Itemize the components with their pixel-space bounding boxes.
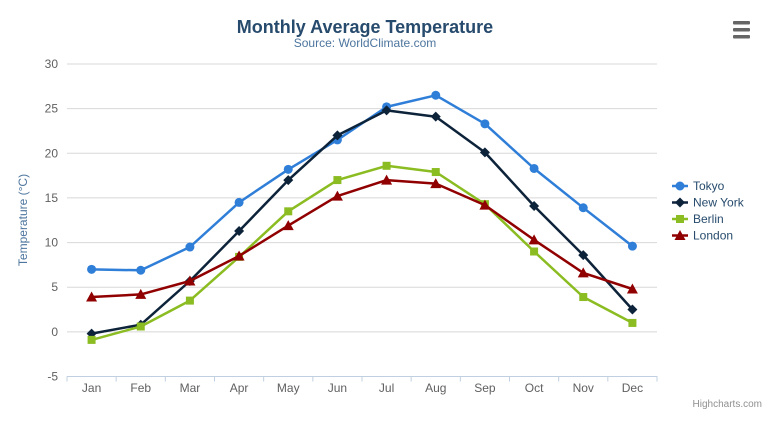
x-axis-label-apr: Apr — [230, 381, 249, 395]
y-axis-label--5: -5 — [47, 370, 58, 384]
point-new-york-oct[interactable] — [529, 200, 540, 211]
legend-label-london: London — [693, 229, 733, 243]
x-axis-label-jul: Jul — [379, 381, 394, 395]
axes-layer: -5 0 5 10 15 20 25 30 Jan Feb Mar Apr May Jun Jul Aug Se… — [45, 57, 658, 395]
point-london-mar[interactable] — [184, 275, 196, 286]
point-tokyo-mar[interactable] — [185, 242, 195, 252]
legend-symbol-triangle-icon — [674, 230, 686, 240]
series-london — [86, 174, 638, 302]
point-berlin-mar[interactable] — [185, 296, 194, 305]
point-london-jun[interactable] — [331, 190, 343, 201]
series-new-york-line — [90, 109, 634, 335]
x-axis-label-aug: Aug — [425, 381, 446, 395]
point-london-apr[interactable] — [233, 250, 245, 261]
legend-label-tokyo: Tokyo — [693, 179, 725, 193]
point-berlin-feb[interactable] — [136, 322, 145, 331]
series-new-york — [86, 105, 638, 339]
point-tokyo-aug[interactable] — [431, 90, 441, 100]
point-london-aug[interactable] — [430, 178, 442, 189]
x-axis-label-nov: Nov — [573, 381, 594, 395]
point-london-may[interactable] — [282, 220, 294, 231]
point-tokyo-feb[interactable] — [136, 265, 146, 275]
point-berlin-oct[interactable] — [530, 247, 539, 256]
legend-symbol-circle-icon — [675, 181, 685, 191]
point-london-feb[interactable] — [135, 288, 147, 299]
y-axis-label-25: 25 — [45, 102, 59, 116]
point-london-oct[interactable] — [528, 234, 540, 245]
series-berlin-line — [90, 164, 634, 342]
x-axis-label-feb: Feb — [130, 381, 151, 395]
point-tokyo-dec[interactable] — [627, 241, 637, 251]
y-axis-label-30: 30 — [45, 57, 59, 71]
point-tokyo-nov[interactable] — [578, 203, 588, 213]
legend-item-london[interactable]: London — [672, 229, 733, 243]
x-axis-label-mar: Mar — [180, 381, 201, 395]
legend-symbol-diamond-icon — [675, 197, 685, 208]
point-london-jan[interactable] — [86, 291, 98, 302]
legend-item-new-york[interactable]: New York — [672, 196, 745, 210]
hamburger-icon — [733, 21, 750, 39]
point-london-jul[interactable] — [381, 174, 393, 185]
point-new-york-may[interactable] — [283, 175, 294, 186]
chart-title: Monthly Average Temperature — [237, 17, 493, 37]
point-new-york-apr[interactable] — [234, 225, 245, 236]
point-berlin-aug[interactable] — [431, 168, 440, 177]
x-axis-label-oct: Oct — [525, 381, 544, 395]
y-axis-label-0: 0 — [51, 325, 58, 339]
x-axis-label-jan: Jan — [82, 381, 101, 395]
point-berlin-jul[interactable] — [382, 161, 391, 170]
point-new-york-aug[interactable] — [430, 111, 441, 122]
legend-label-new-york: New York — [693, 196, 745, 210]
point-new-york-sep[interactable] — [479, 147, 490, 158]
y-axis-label-10: 10 — [45, 236, 59, 250]
legend-item-tokyo[interactable]: Tokyo — [672, 179, 725, 193]
point-new-york-jun[interactable] — [332, 130, 343, 141]
point-tokyo-apr[interactable] — [234, 197, 244, 207]
y-axis-label-15: 15 — [45, 191, 59, 205]
y-axis-title: Temperature (°C) — [16, 174, 30, 266]
y-axis-label-20: 20 — [45, 146, 59, 160]
x-axis-label-dec: Dec — [622, 381, 643, 395]
legend-label-berlin: Berlin — [693, 212, 724, 226]
point-berlin-dec[interactable] — [628, 318, 637, 327]
export-menu-button[interactable] — [728, 16, 755, 42]
x-axis-label-may: May — [277, 381, 300, 395]
point-tokyo-may[interactable] — [283, 164, 293, 174]
point-berlin-nov[interactable] — [579, 293, 588, 302]
point-tokyo-oct[interactable] — [529, 163, 539, 173]
y-axis-label-5: 5 — [51, 280, 58, 294]
point-new-york-nov[interactable] — [578, 250, 589, 261]
series-tokyo — [87, 90, 637, 275]
point-tokyo-sep[interactable] — [480, 119, 490, 129]
point-berlin-jun[interactable] — [333, 176, 342, 185]
point-berlin-may[interactable] — [284, 207, 293, 216]
legend-symbol-square-icon — [676, 215, 684, 223]
point-new-york-jul[interactable] — [381, 105, 392, 116]
point-tokyo-jan[interactable] — [87, 264, 97, 274]
point-new-york-dec[interactable] — [627, 304, 638, 315]
grid-layer — [67, 63, 657, 377]
x-axis-label-sep: Sep — [474, 381, 496, 395]
point-london-dec[interactable] — [626, 283, 638, 294]
point-london-sep[interactable] — [479, 199, 491, 210]
x-axis-label-jun: Jun — [328, 381, 347, 395]
credits-link[interactable]: Highcharts.com — [693, 399, 762, 410]
series-layer — [86, 90, 638, 344]
point-london-nov[interactable] — [577, 267, 589, 278]
legend-item-berlin[interactable]: Berlin — [672, 212, 724, 226]
series-london-line — [90, 178, 634, 299]
point-berlin-jan[interactable] — [87, 335, 96, 344]
chart-subtitle: Source: WorldClimate.com — [294, 36, 437, 50]
legend: Tokyo New York Berlin London — [672, 179, 745, 243]
